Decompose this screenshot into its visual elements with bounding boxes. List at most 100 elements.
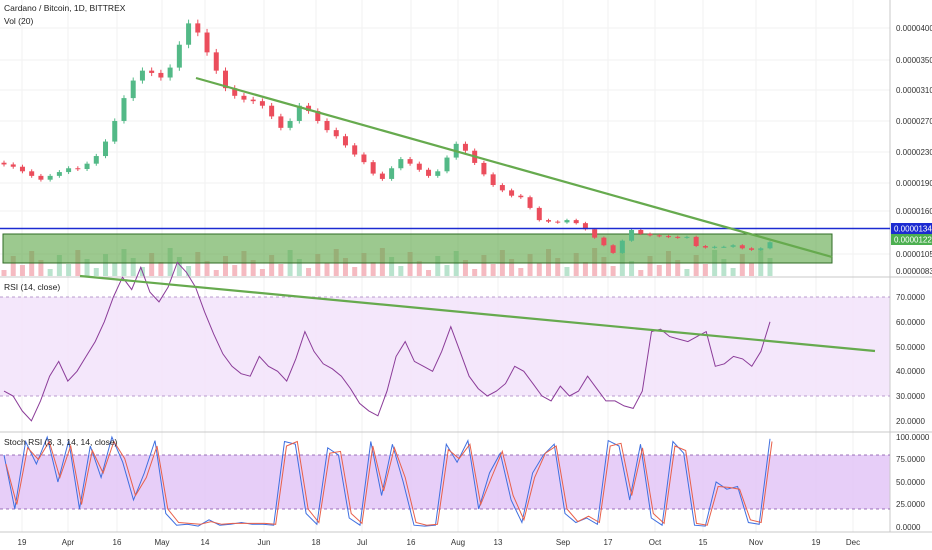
volume-bar (564, 267, 570, 276)
candle-body (758, 248, 764, 250)
grid-lines (0, 0, 890, 532)
time-tick: 17 (604, 538, 613, 547)
volume-bar (306, 268, 312, 276)
volume-bar (112, 263, 118, 276)
candle-body (130, 80, 136, 99)
candle-body (361, 154, 367, 163)
candle-body (66, 168, 72, 173)
volume-bar (342, 258, 348, 276)
candle-body (222, 70, 228, 89)
volume-bar (702, 264, 708, 276)
stoch-tick: 25.0000 (896, 500, 925, 509)
rsi-tick: 60.0000 (896, 318, 925, 327)
volume-bar (269, 255, 275, 276)
volume-bar (186, 266, 192, 276)
rsi-band (0, 297, 890, 396)
candle-body (333, 130, 339, 137)
candle-body (610, 245, 616, 253)
volume-bar (582, 262, 588, 276)
volume-bar (315, 254, 321, 276)
volume-bar (444, 265, 450, 276)
resistance-price-tag (891, 223, 932, 234)
candle-body (1, 162, 7, 165)
candle-body (75, 168, 81, 170)
candle-body (241, 95, 247, 100)
candle-body (103, 141, 109, 157)
candle-body (490, 174, 496, 186)
support-zone[interactable] (2, 233, 833, 264)
volume-bar (767, 258, 773, 276)
volume-bar (389, 257, 395, 276)
rsi-trendline[interactable] (79, 274, 876, 353)
candlesticks (1, 19, 773, 254)
volume-bar (130, 258, 136, 276)
candle-body (665, 236, 671, 238)
price-title: Cardano / Bitcoin, 1D, BITTREX (4, 3, 126, 13)
candle-body (167, 67, 173, 78)
candle-body (435, 171, 441, 176)
volume-bar (481, 255, 487, 276)
candle-body (638, 230, 644, 234)
volume-bar (647, 256, 653, 276)
candle-body (389, 168, 395, 179)
volume-bar (361, 253, 367, 276)
candle-body (462, 143, 468, 151)
candle-body (555, 221, 561, 223)
volume-bar (536, 263, 542, 276)
candle-body (29, 171, 35, 176)
time-tick: Nov (749, 538, 763, 547)
volume-bar (158, 262, 164, 276)
last-price-tag (891, 234, 932, 245)
volume-bar (555, 258, 561, 276)
candle-body (296, 105, 302, 121)
price-tick: 0.00000830 (896, 267, 932, 276)
candle-body (721, 246, 727, 248)
candle-body (730, 245, 736, 247)
volume-bar (629, 261, 635, 276)
candle-body (684, 236, 690, 238)
candle-body (232, 88, 238, 96)
candle-body (629, 230, 635, 241)
volume-bar (398, 266, 404, 276)
candle-body (269, 105, 275, 117)
volume-bar (730, 268, 736, 276)
candle-body (158, 72, 164, 78)
rsi-tick: 40.0000 (896, 367, 925, 376)
volume-bar (232, 265, 238, 276)
volume-bar (176, 257, 182, 276)
volume-bar (518, 268, 524, 276)
candle-body (656, 235, 662, 237)
candle-body (250, 99, 256, 102)
candle-body (38, 175, 44, 180)
rsi-tick: 30.0000 (896, 392, 925, 401)
candle-body (712, 246, 718, 248)
volume-bar (509, 259, 515, 276)
volume-bar (638, 270, 644, 276)
candle-body (112, 120, 118, 142)
candle-body (416, 163, 422, 170)
price-trendline[interactable] (195, 76, 833, 259)
candle-body (324, 120, 330, 131)
candle-body (398, 159, 404, 169)
candle-body (315, 111, 321, 121)
candle-body (739, 245, 745, 249)
candle-body (186, 23, 192, 45)
time-tick: 18 (312, 538, 321, 547)
time-tick: Oct (649, 538, 662, 547)
stoch-title: Stoch RSI (3, 3, 14, 14, close) (4, 437, 118, 447)
candle-body (564, 220, 570, 223)
candle-body (47, 175, 53, 180)
volume-bar (619, 252, 625, 276)
time-tick: May (154, 538, 169, 547)
candle-body (582, 223, 588, 230)
rsi-tick: 20.0000 (896, 417, 925, 426)
candle-body (536, 207, 542, 221)
volume-bar (250, 260, 256, 276)
volume-bar (10, 256, 16, 276)
candle-body (379, 173, 385, 179)
volume-bar (527, 254, 533, 276)
